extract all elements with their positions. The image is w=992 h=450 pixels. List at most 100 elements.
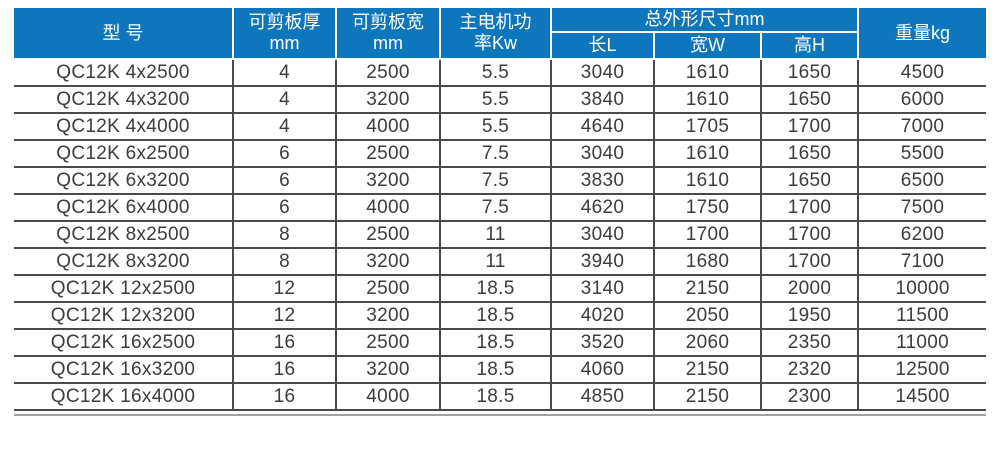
cell-dim-height: 1700 <box>759 220 860 250</box>
header-dim-length: 长L <box>550 31 655 61</box>
cell-cut-width: 4000 <box>335 112 441 142</box>
cell-dim-height: 2320 <box>759 355 860 385</box>
cell-weight: 6500 <box>857 166 987 196</box>
cell-dim-width: 1610 <box>653 59 762 88</box>
cell-dim-length: 3040 <box>550 220 655 250</box>
cell-weight: 11500 <box>857 301 987 331</box>
table-bottom-rule <box>14 414 986 417</box>
cell-dim-height: 1700 <box>759 112 860 142</box>
cell-model: QC12K 4x2500 <box>14 59 234 88</box>
cell-cut-width: 3200 <box>335 85 441 115</box>
header-row-group: 型 号 可剪板厚 mm 可剪板宽 mm 主电机功 率Kw 总外形尺寸mm 重量k… <box>14 8 987 61</box>
cell-dim-width: 1705 <box>653 112 762 142</box>
cell-dim-width: 2060 <box>653 328 762 358</box>
cell-dim-height: 1950 <box>759 301 860 331</box>
cell-model: QC12K 16x3200 <box>14 355 234 385</box>
cell-weight: 6200 <box>857 220 987 250</box>
cell-motor-power: 18.5 <box>439 274 552 304</box>
cell-dim-length: 3520 <box>550 328 655 358</box>
cell-motor-power: 5.5 <box>439 85 552 115</box>
cell-dim-height: 2000 <box>759 274 860 304</box>
spec-table-body: QC12K 4x2500 4 2500 5.5 3040 1610 1650 4500 QC12… <box>14 59 987 412</box>
cell-motor-power: 7.5 <box>439 139 552 169</box>
cell-cut-width: 3200 <box>335 355 441 385</box>
cell-dim-length: 3040 <box>550 59 655 88</box>
cell-weight: 10000 <box>857 274 987 304</box>
cell-dim-length: 4640 <box>550 112 655 142</box>
cell-model: QC12K 6x4000 <box>14 193 234 223</box>
cell-dim-width: 2150 <box>653 382 762 412</box>
cell-thickness: 4 <box>232 59 337 88</box>
cell-thickness: 16 <box>232 355 337 385</box>
cell-dim-length: 3940 <box>550 247 655 277</box>
cell-thickness: 16 <box>232 382 337 412</box>
header-model: 型 号 <box>14 8 234 61</box>
table-row: QC12K 6x2500 6 2500 7.5 3040 1610 1650 5500 <box>14 139 987 169</box>
cell-weight: 5500 <box>857 139 987 169</box>
spec-table-container: 型 号 可剪板厚 mm 可剪板宽 mm 主电机功 率Kw 总外形尺寸mm 重量k… <box>14 8 987 417</box>
cell-model: QC12K 4x3200 <box>14 85 234 115</box>
cell-dim-width: 1610 <box>653 85 762 115</box>
cell-thickness: 8 <box>232 220 337 250</box>
cell-model: QC12K 8x3200 <box>14 247 234 277</box>
cell-dim-height: 1700 <box>759 247 860 277</box>
cell-weight: 11000 <box>857 328 987 358</box>
cell-weight: 4500 <box>857 59 987 88</box>
table-row: QC12K 6x4000 6 4000 7.5 4620 1750 1700 7500 <box>14 193 987 223</box>
cell-dim-width: 1610 <box>653 166 762 196</box>
table-row: QC12K 16x3200 16 3200 18.5 4060 2150 2320 12500 <box>14 355 987 385</box>
cell-dim-width: 1700 <box>653 220 762 250</box>
table-row: QC12K 12x2500 12 2500 18.5 3140 2150 2000 10000 <box>14 274 987 304</box>
cell-cut-width: 2500 <box>335 139 441 169</box>
cell-weight: 14500 <box>857 382 987 412</box>
cell-dim-length: 3840 <box>550 85 655 115</box>
cell-motor-power: 18.5 <box>439 382 552 412</box>
cell-model: QC12K 6x3200 <box>14 166 234 196</box>
cell-dim-height: 1650 <box>759 59 860 88</box>
cell-motor-power: 7.5 <box>439 166 552 196</box>
cell-dim-width: 1680 <box>653 247 762 277</box>
cell-dim-width: 2150 <box>653 355 762 385</box>
table-row: QC12K 4x2500 4 2500 5.5 3040 1610 1650 4500 <box>14 59 987 88</box>
cell-dim-height: 1650 <box>759 85 860 115</box>
table-row: QC12K 8x2500 8 2500 11 3040 1700 1700 6200 <box>14 220 987 250</box>
cell-weight: 7000 <box>857 112 987 142</box>
cell-dim-length: 4060 <box>550 355 655 385</box>
table-row: QC12K 4x4000 4 4000 5.5 4640 1705 1700 7000 <box>14 112 987 142</box>
cell-model: QC12K 8x2500 <box>14 220 234 250</box>
header-dim-height: 高H <box>759 31 860 61</box>
cell-cut-width: 2500 <box>335 220 441 250</box>
table-row: QC12K 8x3200 8 3200 11 3940 1680 1700 7100 <box>14 247 987 277</box>
cell-motor-power: 18.5 <box>439 328 552 358</box>
cell-motor-power: 5.5 <box>439 59 552 88</box>
cell-model: QC12K 16x2500 <box>14 328 234 358</box>
header-overall-dims: 总外形尺寸mm <box>549 8 860 34</box>
cell-thickness: 8 <box>232 247 337 277</box>
cell-dim-length: 4020 <box>550 301 655 331</box>
cell-motor-power: 18.5 <box>439 355 552 385</box>
cell-dim-width: 1610 <box>653 139 762 169</box>
cell-dim-height: 2300 <box>759 382 860 412</box>
cell-model: QC12K 4x4000 <box>14 112 234 142</box>
cell-cut-width: 2500 <box>335 59 441 88</box>
cell-thickness: 12 <box>232 274 337 304</box>
header-thickness: 可剪板厚 mm <box>232 8 337 61</box>
cell-weight: 12500 <box>857 355 987 385</box>
cell-cut-width: 3200 <box>335 166 441 196</box>
cell-dim-length: 4620 <box>550 193 655 223</box>
cell-motor-power: 18.5 <box>439 301 552 331</box>
cell-weight: 7500 <box>857 193 987 223</box>
header-weight: 重量kg <box>857 8 987 61</box>
cell-thickness: 6 <box>232 193 337 223</box>
cell-cut-width: 2500 <box>335 328 441 358</box>
cell-dim-height: 1650 <box>759 166 860 196</box>
cell-motor-power: 11 <box>439 220 552 250</box>
cell-dim-length: 3830 <box>550 166 655 196</box>
cell-motor-power: 7.5 <box>439 193 552 223</box>
cell-weight: 6000 <box>857 85 987 115</box>
cell-model: QC12K 16x4000 <box>14 382 234 412</box>
cell-dim-height: 2350 <box>759 328 860 358</box>
header-motor-power: 主电机功 率Kw <box>439 8 552 61</box>
cell-model: QC12K 6x2500 <box>14 139 234 169</box>
cell-dim-width: 2050 <box>653 301 762 331</box>
